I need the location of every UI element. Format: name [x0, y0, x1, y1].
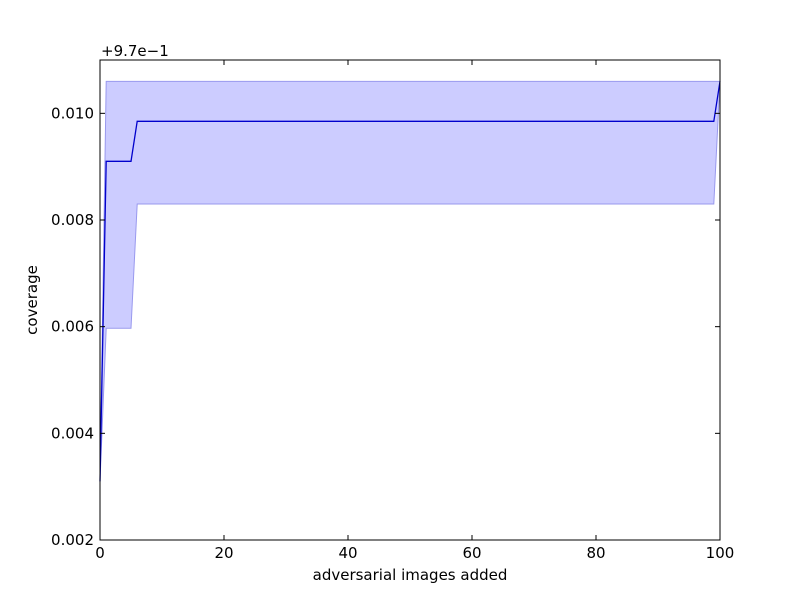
- y-tick-label: 0.008: [51, 211, 94, 229]
- confidence-band-layer: [99, 80, 721, 482]
- y-tick-label: 0.006: [51, 318, 94, 336]
- y-tick-label: 0.010: [51, 104, 94, 122]
- x-tick-label: 20: [214, 544, 233, 562]
- confidence-band: [99, 80, 721, 482]
- y-offset-label: +9.7e−1: [101, 42, 169, 60]
- y-tick-label: 0.004: [51, 424, 94, 442]
- y-axis-ticks: 0.002 0.004 0.006 0.008 0.010: [51, 104, 720, 549]
- x-tick-label: 60: [462, 544, 481, 562]
- series-line-0: [99, 81, 721, 482]
- x-tick-label: 80: [586, 544, 605, 562]
- plot-frame: [99, 59, 721, 541]
- y-axis-label: coverage: [23, 265, 41, 335]
- x-axis-label: adversarial images added: [313, 566, 508, 584]
- x-tick-label: 40: [338, 544, 357, 562]
- series-line-layer: [99, 81, 721, 482]
- y-tick-label: 0.002: [51, 531, 94, 549]
- x-tick-label: 0: [95, 544, 105, 562]
- x-axis-ticks: 0 20 40 60 80 100: [95, 60, 734, 562]
- x-tick-label: 100: [706, 544, 735, 562]
